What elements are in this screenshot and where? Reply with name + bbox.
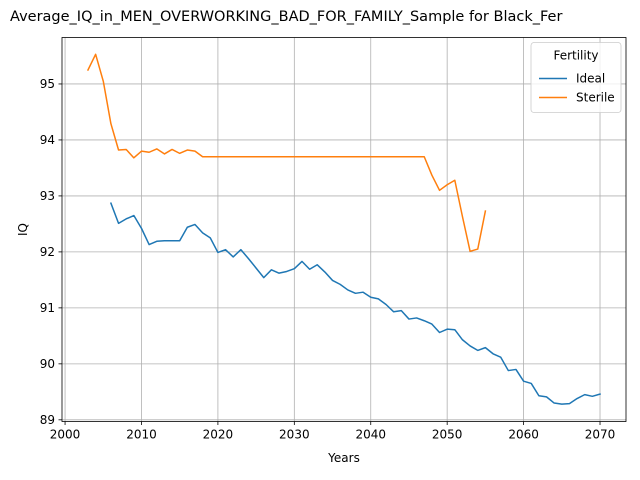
grid xyxy=(62,37,626,422)
series-line-ideal xyxy=(109,202,601,405)
legend-label-ideal: Ideal xyxy=(576,72,605,86)
x-axis-title: Years xyxy=(327,451,360,465)
x-tick-label: 2020 xyxy=(203,428,234,442)
legend: Fertility Ideal Sterile xyxy=(530,42,622,113)
series-layer xyxy=(86,53,601,405)
y-tick-label: 92 xyxy=(40,245,55,259)
plot-frame xyxy=(61,37,627,422)
x-tick-label: 2060 xyxy=(508,428,539,442)
y-axis-title: IQ xyxy=(16,223,30,236)
legend-box xyxy=(530,42,622,113)
y-tick-label: 91 xyxy=(40,301,55,315)
x-tick-label: 2040 xyxy=(355,428,386,442)
x-tick-label: 2010 xyxy=(126,428,157,442)
series-line-sterile xyxy=(86,53,487,253)
legend-label-sterile: Sterile xyxy=(576,91,615,105)
x-tick-label: 2050 xyxy=(432,428,463,442)
legend-title: Fertility xyxy=(553,49,598,63)
y-tick-label: 95 xyxy=(40,77,55,91)
y-tick-label: 93 xyxy=(40,189,55,203)
x-tick-label: 2030 xyxy=(279,428,310,442)
x-tick-label: 2070 xyxy=(585,428,616,442)
y-tick-label: 89 xyxy=(40,413,55,427)
y-tick-label: 94 xyxy=(40,133,55,147)
x-tick-label: 2000 xyxy=(50,428,81,442)
chart-title: Average_IQ_in_MEN_OVERWORKING_BAD_FOR_FA… xyxy=(10,9,562,25)
y-tick-label: 90 xyxy=(40,357,55,371)
ticks: 2000 2010 2020 2030 2040 2050 2060 2070 89 90 91 92… xyxy=(40,77,616,442)
